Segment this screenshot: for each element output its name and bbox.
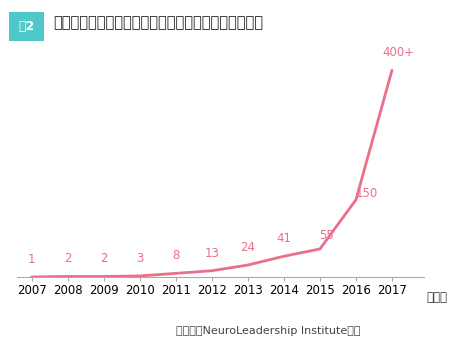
Text: 2: 2 <box>64 252 72 265</box>
Text: 41: 41 <box>276 232 292 245</box>
Text: 55: 55 <box>320 229 334 242</box>
Text: 8: 8 <box>172 249 179 262</box>
Text: 図2: 図2 <box>18 20 35 33</box>
Text: 400+: 400+ <box>383 46 415 59</box>
Text: 1: 1 <box>28 253 36 266</box>
Text: （出所）NeuroLeadership Instituteより: （出所）NeuroLeadership Instituteより <box>176 326 360 336</box>
Text: 24: 24 <box>240 241 255 254</box>
Text: 3: 3 <box>136 252 143 265</box>
Text: 150: 150 <box>356 187 378 200</box>
Text: 13: 13 <box>204 247 219 260</box>
Text: 米国で人事評価の変革に取り組む世界的大企業の推移: 米国で人事評価の変革に取り組む世界的大企業の推移 <box>53 15 263 30</box>
Text: （年）: （年） <box>426 291 447 304</box>
Text: 2: 2 <box>100 252 108 265</box>
